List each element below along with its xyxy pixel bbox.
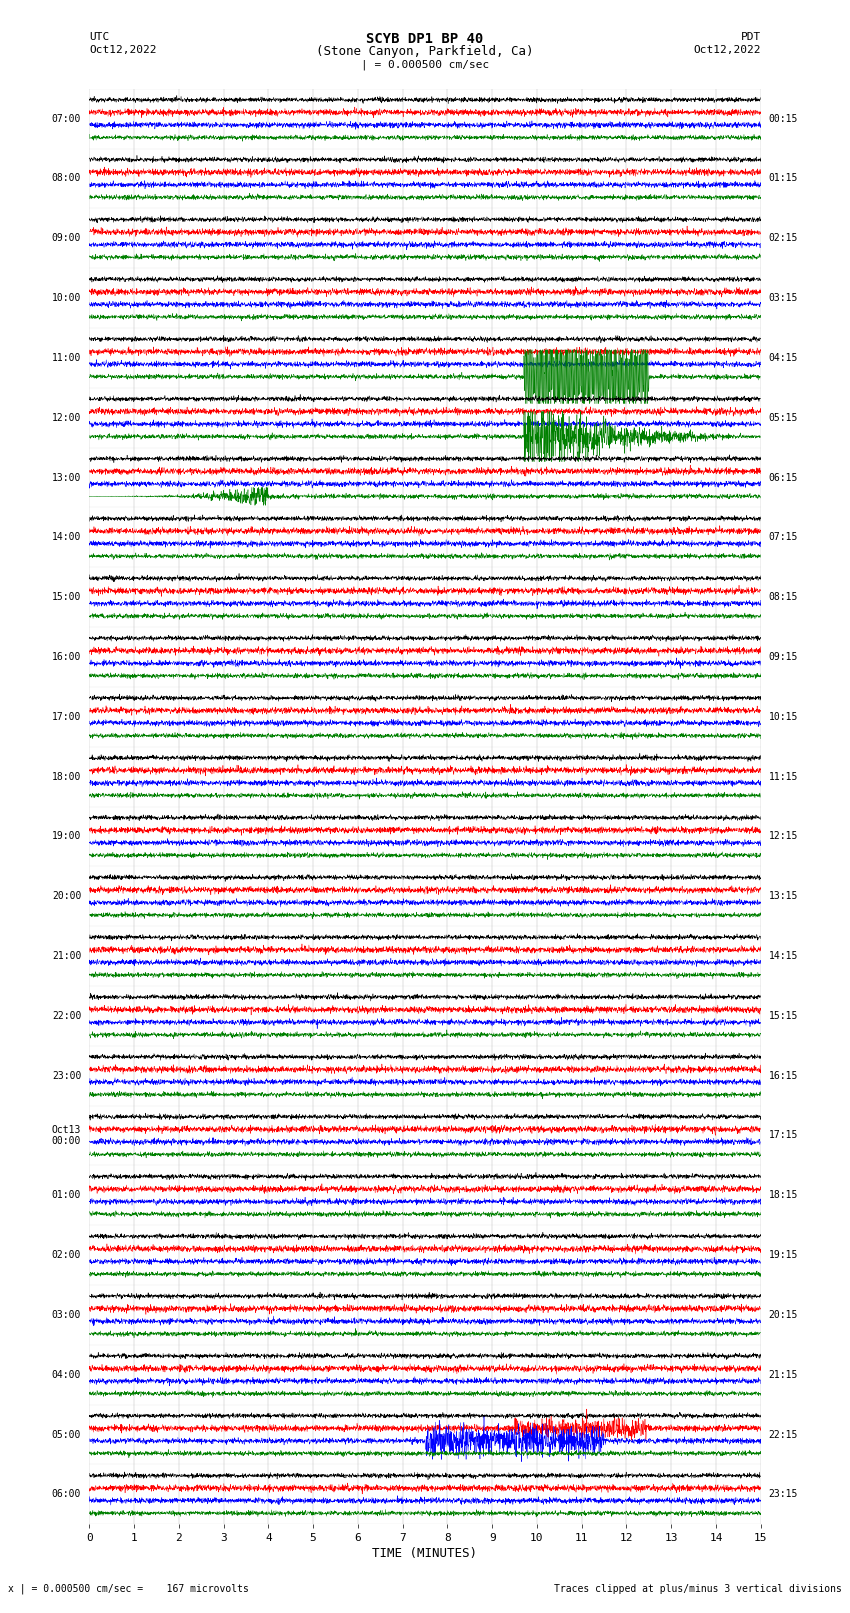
Text: 11:00: 11:00	[52, 353, 82, 363]
Text: 16:15: 16:15	[768, 1071, 798, 1081]
Text: Oct12,2022: Oct12,2022	[89, 45, 156, 55]
Text: 23:15: 23:15	[768, 1489, 798, 1500]
Text: 07:00: 07:00	[52, 113, 82, 124]
Text: 18:00: 18:00	[52, 771, 82, 782]
Text: 21:15: 21:15	[768, 1369, 798, 1379]
Text: 09:15: 09:15	[768, 652, 798, 661]
X-axis label: TIME (MINUTES): TIME (MINUTES)	[372, 1547, 478, 1560]
Text: 01:15: 01:15	[768, 174, 798, 184]
Text: 15:15: 15:15	[768, 1011, 798, 1021]
Text: 07:15: 07:15	[768, 532, 798, 542]
Text: x | = 0.000500 cm/sec =    167 microvolts: x | = 0.000500 cm/sec = 167 microvolts	[8, 1582, 249, 1594]
Text: 10:15: 10:15	[768, 711, 798, 721]
Text: Traces clipped at plus/minus 3 vertical divisions: Traces clipped at plus/minus 3 vertical …	[553, 1584, 842, 1594]
Text: 18:15: 18:15	[768, 1190, 798, 1200]
Text: | = 0.000500 cm/sec: | = 0.000500 cm/sec	[361, 60, 489, 71]
Text: PDT: PDT	[740, 32, 761, 42]
Text: 09:00: 09:00	[52, 234, 82, 244]
Text: 11:15: 11:15	[768, 771, 798, 782]
Text: 10:00: 10:00	[52, 294, 82, 303]
Text: 19:00: 19:00	[52, 831, 82, 842]
Text: 06:15: 06:15	[768, 473, 798, 482]
Text: 17:00: 17:00	[52, 711, 82, 721]
Text: 05:15: 05:15	[768, 413, 798, 423]
Text: 12:15: 12:15	[768, 831, 798, 842]
Text: Oct12,2022: Oct12,2022	[694, 45, 761, 55]
Text: 02:00: 02:00	[52, 1250, 82, 1260]
Text: 04:15: 04:15	[768, 353, 798, 363]
Text: 23:00: 23:00	[52, 1071, 82, 1081]
Text: UTC: UTC	[89, 32, 110, 42]
Text: 20:00: 20:00	[52, 892, 82, 902]
Text: 17:15: 17:15	[768, 1131, 798, 1140]
Text: 22:15: 22:15	[768, 1429, 798, 1439]
Text: 13:15: 13:15	[768, 892, 798, 902]
Text: 21:00: 21:00	[52, 952, 82, 961]
Text: 13:00: 13:00	[52, 473, 82, 482]
Text: 14:15: 14:15	[768, 952, 798, 961]
Text: 02:15: 02:15	[768, 234, 798, 244]
Text: 03:15: 03:15	[768, 294, 798, 303]
Text: SCYB DP1 BP 40: SCYB DP1 BP 40	[366, 32, 484, 47]
Text: 20:15: 20:15	[768, 1310, 798, 1319]
Text: 15:00: 15:00	[52, 592, 82, 602]
Text: 01:00: 01:00	[52, 1190, 82, 1200]
Text: 14:00: 14:00	[52, 532, 82, 542]
Text: Oct13
00:00: Oct13 00:00	[52, 1124, 82, 1147]
Text: 05:00: 05:00	[52, 1429, 82, 1439]
Text: 08:00: 08:00	[52, 174, 82, 184]
Text: (Stone Canyon, Parkfield, Ca): (Stone Canyon, Parkfield, Ca)	[316, 45, 534, 58]
Text: 04:00: 04:00	[52, 1369, 82, 1379]
Text: 00:15: 00:15	[768, 113, 798, 124]
Text: 08:15: 08:15	[768, 592, 798, 602]
Text: 16:00: 16:00	[52, 652, 82, 661]
Text: 19:15: 19:15	[768, 1250, 798, 1260]
Text: 22:00: 22:00	[52, 1011, 82, 1021]
Text: 12:00: 12:00	[52, 413, 82, 423]
Text: 06:00: 06:00	[52, 1489, 82, 1500]
Text: 03:00: 03:00	[52, 1310, 82, 1319]
